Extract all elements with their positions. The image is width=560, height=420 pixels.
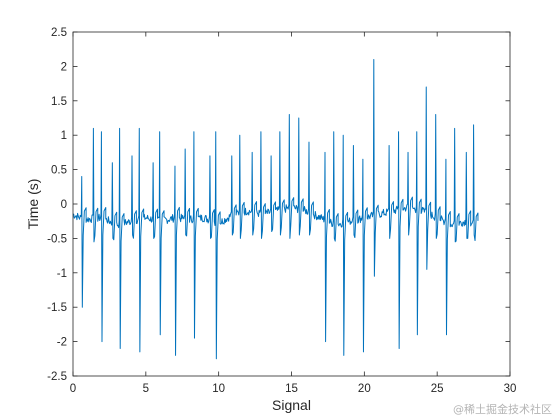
y-axis-label: Time (s) [25, 179, 41, 230]
y-tick-label: -2 [57, 337, 67, 349]
y-tick-label: 0 [61, 199, 67, 211]
x-tick-label: 25 [431, 383, 444, 395]
x-tick-label: 30 [504, 383, 517, 395]
y-tick-label: -0.5 [47, 233, 67, 245]
watermark: @稀土掘金技术社区 [453, 403, 552, 416]
y-tick-label: -2.5 [47, 371, 67, 383]
x-axis-label: Signal [272, 397, 311, 413]
y-tick-label: 0.5 [51, 165, 67, 177]
y-tick-label: 2 [61, 61, 67, 73]
x-tick-label: 20 [358, 383, 371, 395]
axes-layer: 0 5 10 15 20 25 30 -2.5 -2 -1.5 -1 -0.5 0 0.5 1 1.5 2 2.5 [47, 27, 516, 395]
x-tick-label: 0 [70, 383, 76, 395]
x-tick-label: 15 [285, 383, 298, 395]
signal-line [72, 59, 479, 360]
y-tick-label: 2.5 [51, 27, 67, 39]
x-tick-label: 5 [143, 383, 149, 395]
y-tick-label: -1 [57, 268, 67, 280]
x-tick-label: 10 [212, 383, 225, 395]
y-tick-label: 1 [61, 130, 67, 142]
y-tick-label: 1.5 [51, 96, 67, 108]
series-layer [72, 59, 479, 360]
y-tick-label: -1.5 [47, 302, 67, 314]
